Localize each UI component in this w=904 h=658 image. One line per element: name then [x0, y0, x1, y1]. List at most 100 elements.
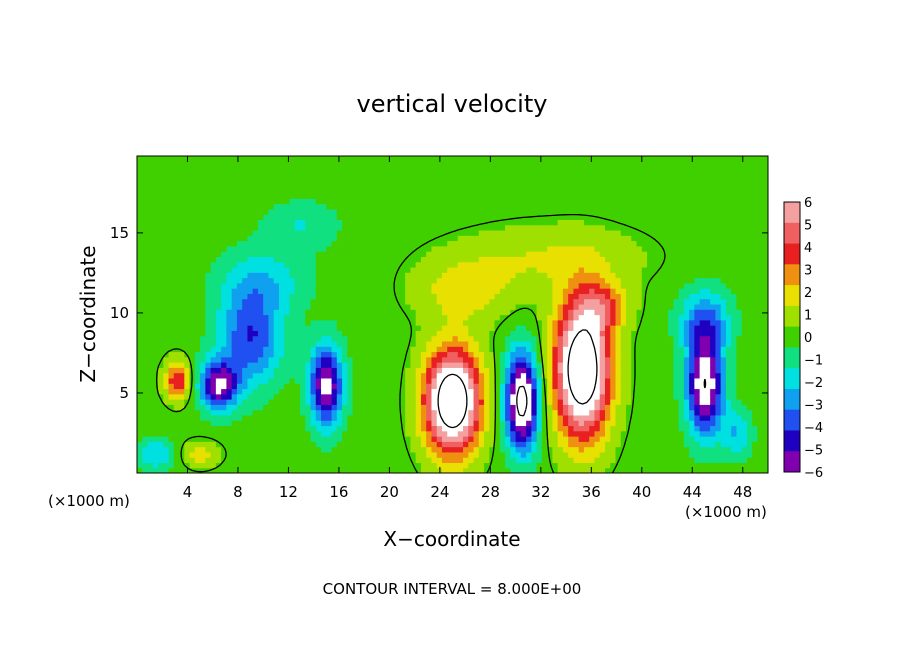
- heatmap-cell: [415, 256, 422, 263]
- heatmap-cell: [310, 203, 317, 210]
- heatmap-cell: [331, 171, 338, 178]
- heatmap-cell: [452, 166, 459, 173]
- heatmap-cell: [268, 409, 275, 416]
- heatmap-cell: [415, 272, 422, 279]
- heatmap-cell: [510, 377, 517, 384]
- heatmap-cell: [520, 388, 527, 395]
- heatmap-cell: [347, 240, 354, 247]
- heatmap-cell: [347, 383, 354, 390]
- heatmap-cell: [452, 272, 459, 279]
- heatmap-cell: [289, 319, 296, 326]
- heatmap-cell: [215, 383, 222, 390]
- heatmap-cell: [499, 335, 506, 342]
- heatmap-cell: [452, 156, 459, 162]
- heatmap-cell: [305, 404, 312, 411]
- heatmap-cell: [515, 293, 522, 300]
- heatmap-cell: [205, 335, 212, 342]
- heatmap-cell: [173, 446, 180, 453]
- heatmap-cell: [263, 451, 270, 458]
- heatmap-cell: [226, 177, 233, 184]
- heatmap-cell: [142, 399, 149, 405]
- heatmap-cell: [436, 214, 443, 220]
- heatmap-cell: [321, 330, 327, 337]
- heatmap-cell: [321, 467, 327, 473]
- heatmap-cell: [420, 251, 427, 257]
- heatmap-cell: [158, 325, 164, 331]
- heatmap-cell: [510, 229, 517, 236]
- heatmap-cell: [515, 288, 522, 294]
- heatmap-cell: [447, 446, 454, 453]
- heatmap-cell: [489, 229, 496, 236]
- heatmap-cell: [384, 261, 390, 268]
- heatmap-cell: [142, 404, 149, 411]
- heatmap-cell: [415, 462, 422, 469]
- heatmap-cell: [384, 330, 390, 337]
- heatmap-cell: [137, 372, 143, 379]
- heatmap-cell: [294, 293, 301, 300]
- heatmap-cell: [278, 325, 285, 331]
- heatmap-cell: [342, 214, 348, 220]
- heatmap-cell: [336, 298, 343, 305]
- heatmap-cell: [468, 235, 475, 242]
- heatmap-cell: [194, 282, 201, 289]
- heatmap-cell: [336, 393, 343, 400]
- heatmap-cell: [200, 245, 206, 252]
- heatmap-cell: [242, 187, 249, 194]
- heatmap-cell: [373, 325, 380, 331]
- heatmap-cell: [252, 425, 259, 432]
- heatmap-cell: [410, 346, 417, 353]
- heatmap-cell: [215, 235, 222, 242]
- heatmap-cell: [310, 325, 317, 331]
- heatmap-cell: [289, 404, 296, 411]
- heatmap-cell: [457, 399, 464, 405]
- heatmap-cell: [536, 319, 543, 326]
- heatmap-cell: [541, 372, 548, 379]
- heatmap-cell: [194, 457, 201, 464]
- heatmap-cell: [173, 293, 180, 300]
- heatmap-cell: [194, 399, 201, 405]
- heatmap-cell: [336, 451, 343, 458]
- heatmap-cell: [236, 214, 243, 220]
- heatmap-cell: [431, 377, 438, 384]
- heatmap-cell: [368, 235, 375, 242]
- heatmap-cell: [200, 293, 206, 300]
- heatmap-cell: [536, 367, 543, 374]
- heatmap-cell: [263, 251, 270, 257]
- heatmap-cell: [305, 203, 312, 210]
- heatmap-cell: [163, 219, 170, 226]
- heatmap-cell: [520, 372, 527, 379]
- heatmap-cell: [510, 335, 517, 342]
- heatmap-cell: [363, 256, 369, 263]
- heatmap-cell: [158, 266, 164, 273]
- heatmap-cell: [300, 346, 306, 353]
- heatmap-cell: [200, 340, 206, 347]
- heatmap-cell: [300, 277, 306, 284]
- heatmap-cell: [510, 340, 517, 347]
- heatmap-cell: [431, 309, 438, 316]
- heatmap-cell: [247, 420, 254, 427]
- heatmap-cell: [247, 404, 254, 411]
- heatmap-cell: [163, 351, 170, 358]
- heatmap-cell: [200, 261, 206, 268]
- heatmap-cell: [331, 303, 338, 310]
- heatmap-cell: [310, 335, 317, 342]
- heatmap-cell: [373, 451, 380, 458]
- heatmap-cell: [257, 399, 264, 405]
- heatmap-cell: [326, 251, 333, 257]
- heatmap-cell: [520, 156, 527, 162]
- heatmap-cell: [210, 208, 217, 215]
- heatmap-cell: [310, 245, 317, 252]
- heatmap-cell: [194, 319, 201, 326]
- heatmap-cell: [484, 372, 490, 379]
- heatmap-cell: [368, 457, 375, 464]
- heatmap-cell: [420, 224, 427, 231]
- heatmap-cell: [536, 351, 543, 358]
- heatmap-cell: [568, 409, 575, 416]
- heatmap-cell: [242, 288, 249, 294]
- heatmap-cell: [152, 399, 159, 405]
- heatmap-cell: [373, 314, 380, 321]
- heatmap-cell: [210, 414, 217, 421]
- heatmap-cell: [347, 192, 354, 199]
- heatmap-cell: [231, 251, 238, 257]
- heatmap-cell: [447, 166, 454, 173]
